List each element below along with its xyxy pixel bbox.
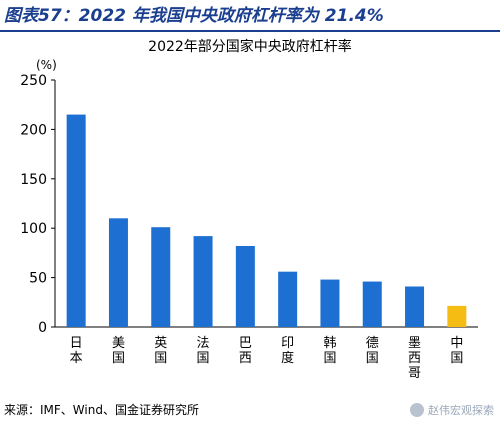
watermark-text: 赵伟宏观探索 <box>428 404 494 417</box>
x-tick-label: 法国 <box>197 336 210 366</box>
x-tick-label: 韩国 <box>323 336 336 366</box>
x-tick-label: 日本 <box>70 336 83 366</box>
chart-title: 2022年部分国家中央政府杠杆率 <box>148 39 352 55</box>
bar-4 <box>193 236 213 327</box>
title-divider <box>0 30 500 32</box>
y-tick-label: 200 <box>20 122 47 138</box>
y-tick-label: 100 <box>20 221 47 237</box>
x-tick-label: 墨西哥 <box>408 336 421 381</box>
x-tick-label: 中国 <box>450 336 463 366</box>
y-tick-label: 50 <box>29 271 47 287</box>
bar-3 <box>151 227 171 327</box>
bar-6 <box>278 271 298 327</box>
x-tick-label: 德国 <box>366 336 379 366</box>
bar-5 <box>235 245 255 327</box>
bar-10 <box>447 305 467 327</box>
y-axis-unit: (%) <box>36 58 57 72</box>
figure-title: 图表57：2022 年我国中央政府杠杆率为 21.4% <box>4 6 384 26</box>
source-note: 来源：IMF、Wind、国金证券研究所 <box>4 403 199 417</box>
bar-2 <box>108 218 128 327</box>
bar-7 <box>320 279 340 327</box>
wechat-icon <box>410 403 424 417</box>
y-tick-label: 0 <box>38 320 47 336</box>
x-tick-label: 英国 <box>154 336 167 366</box>
y-tick-label: 250 <box>20 73 47 89</box>
bar-1 <box>66 114 86 327</box>
x-tick-label: 美国 <box>112 336 125 366</box>
watermark: 赵伟宏观探索 <box>410 400 494 420</box>
bar-8 <box>362 281 382 327</box>
x-tick-label: 印度 <box>281 336 294 366</box>
bar-9 <box>405 286 425 327</box>
y-tick-label: 150 <box>20 172 47 188</box>
x-tick-label: 巴西 <box>239 336 252 366</box>
